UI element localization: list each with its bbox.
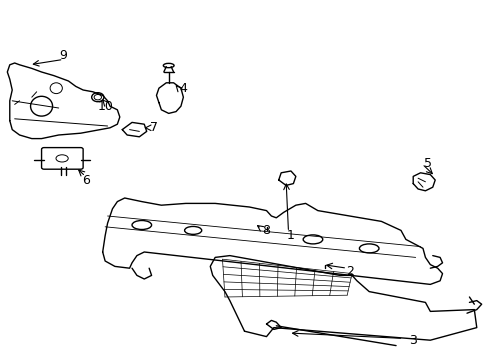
Text: 4: 4	[179, 82, 187, 95]
Text: 9: 9	[60, 49, 67, 62]
Text: 2: 2	[345, 265, 353, 278]
Text: 10: 10	[97, 100, 113, 113]
Text: 1: 1	[286, 229, 294, 242]
Text: 3: 3	[408, 334, 416, 347]
Text: 7: 7	[150, 121, 158, 134]
Text: 6: 6	[81, 174, 89, 186]
Text: 5: 5	[423, 157, 431, 170]
Text: 8: 8	[262, 224, 270, 237]
